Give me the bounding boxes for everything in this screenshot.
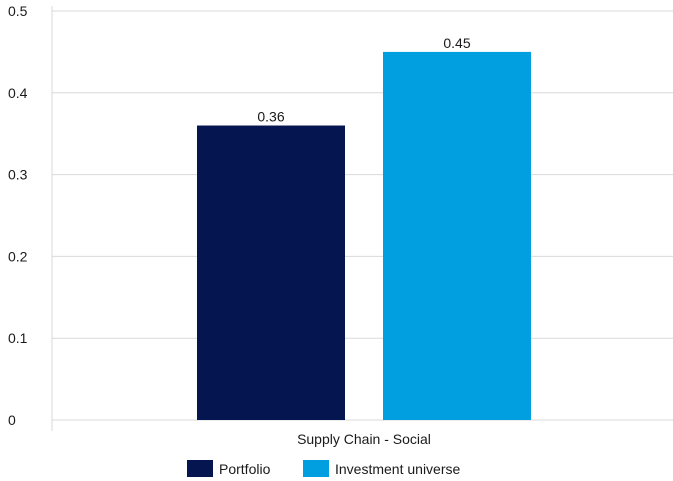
legend-swatch-portfolio [187, 460, 213, 477]
y-tick-label: 0.5 [8, 3, 28, 19]
y-tick-label: 0.4 [8, 85, 28, 101]
y-tick-label: 0.3 [8, 167, 28, 183]
legend-label-investment-universe: Investment universe [335, 461, 460, 477]
data-label: 0.36 [257, 109, 284, 125]
legend: Portfolio Investment universe [187, 460, 460, 477]
y-tick-label: 0 [8, 412, 16, 428]
data-labels: 0.36 0.45 [257, 35, 470, 125]
legend-label-portfolio: Portfolio [219, 461, 271, 477]
y-tick-label: 0.2 [8, 248, 28, 264]
grid-lines [52, 10, 673, 421]
y-tick-label: 0.1 [8, 330, 28, 346]
bar-portfolio [197, 125, 345, 421]
bar-investment-universe [383, 51, 531, 421]
x-category-label: Supply Chain - Social [297, 431, 431, 447]
legend-swatch-investment-universe [303, 460, 329, 477]
data-label: 0.45 [443, 35, 470, 51]
bars [197, 51, 531, 421]
y-axis-tick-labels: 0 0.1 0.2 0.3 0.4 0.5 [8, 3, 28, 428]
